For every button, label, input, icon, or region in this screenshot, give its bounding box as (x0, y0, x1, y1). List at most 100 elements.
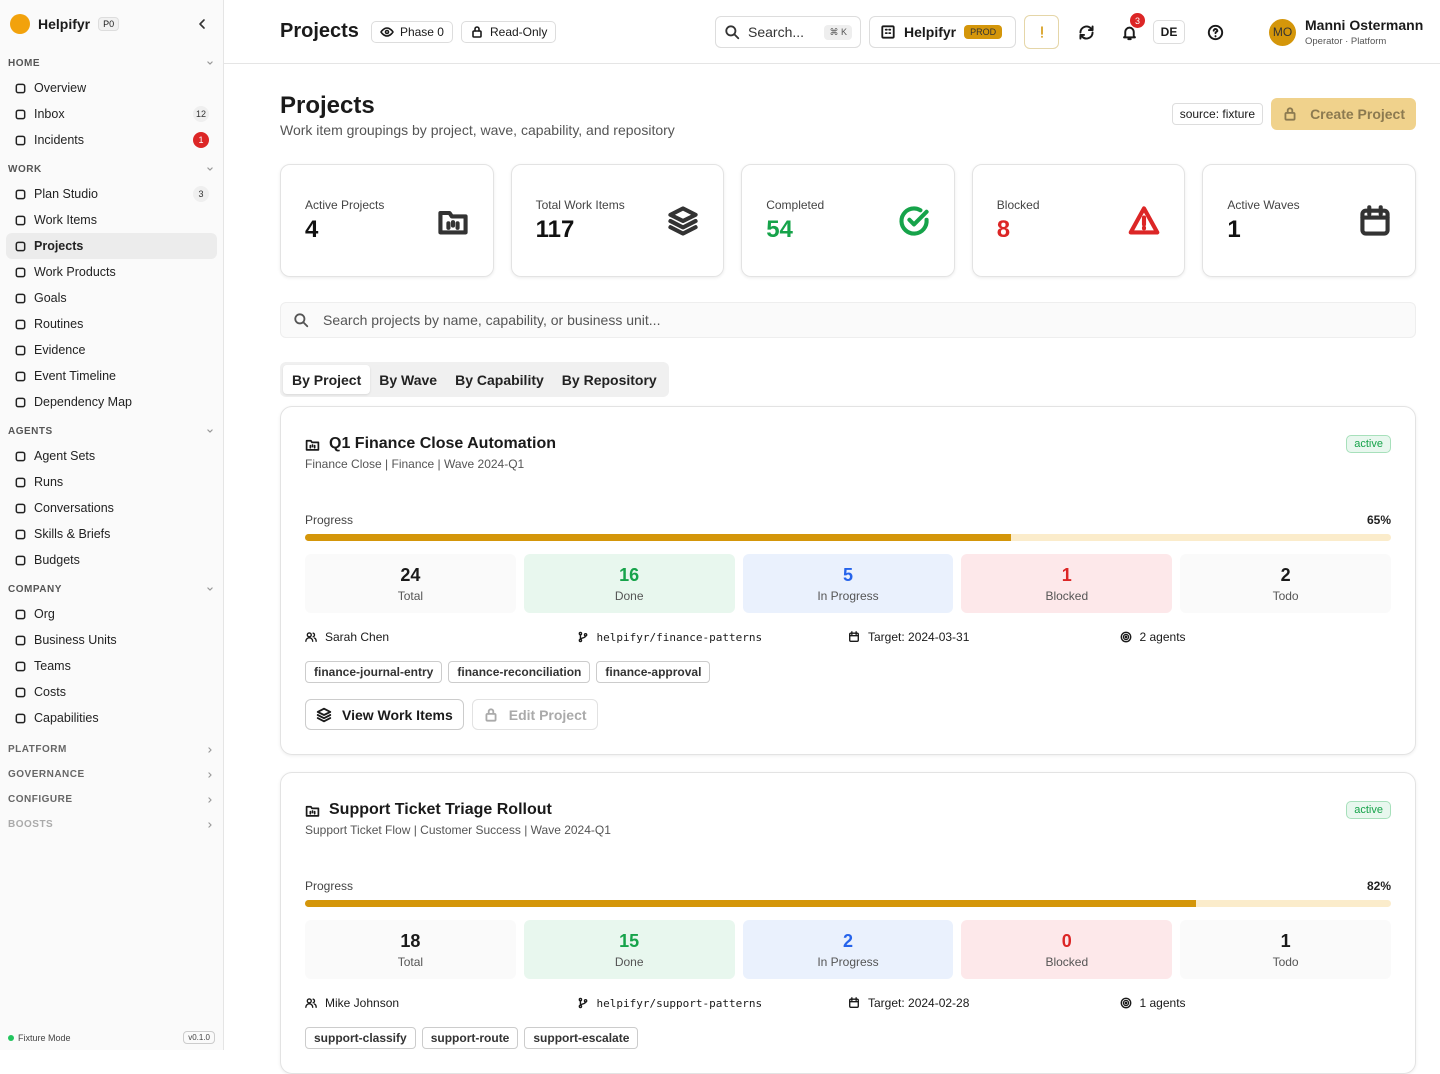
bell-icon (1122, 26, 1136, 40)
tabs: By Project By Wave By Capability By Reposit… (280, 362, 669, 397)
project-actions: View Work Items Edit Project (305, 699, 1391, 730)
collapse-button[interactable] (195, 17, 209, 31)
mode-chip: Read-Only (460, 20, 557, 43)
count-label: Total (397, 954, 424, 969)
help-button[interactable] (1199, 16, 1231, 48)
user-menu[interactable]: MO Manni Ostermann Operator · Platform (1269, 17, 1423, 47)
nav-item[interactable]: Dependency Map (6, 389, 217, 415)
nav-item[interactable]: Projects (6, 233, 217, 259)
count-box: 15 Done (523, 920, 735, 979)
count-label: Blocked (1045, 954, 1089, 969)
notification-count: 3 (1130, 13, 1145, 28)
nav-item[interactable]: Org (6, 601, 217, 627)
nav-item[interactable]: Business Units (6, 627, 217, 653)
stat-label: Total Work Items (535, 197, 625, 212)
stat-card: Active Waves 1 (1202, 164, 1416, 277)
nav-item[interactable]: Overview (6, 75, 217, 101)
tag: finance-reconciliation (448, 661, 591, 683)
progress-fill (305, 900, 1196, 907)
stat-card: Completed 54 (741, 164, 955, 277)
nav-item[interactable]: Agent Sets (6, 443, 217, 469)
create-button[interactable]: Create Project (1271, 98, 1416, 130)
nav-label: Goals (34, 291, 67, 305)
nav-icon (15, 189, 26, 199)
target-icon (849, 631, 859, 642)
tab[interactable]: By Repository (561, 371, 657, 388)
mode: Fixture Mode (18, 1032, 71, 1043)
nav-icon (15, 293, 26, 303)
agents: 1 agents (1139, 996, 1186, 1010)
nav-item[interactable]: Teams (6, 653, 217, 679)
nav-icon (15, 635, 26, 645)
count-boxes: 18 Total 15 Done 2 In Progress 0 Blocked 1 Todo (305, 920, 1391, 979)
nav-item[interactable]: Work Products (6, 259, 217, 285)
nav-item[interactable]: Incidents 1 (6, 127, 217, 153)
nav-count: 1 (193, 132, 209, 148)
tab[interactable]: By Capability (455, 371, 544, 388)
count-value: 16 (619, 564, 640, 585)
nav-item[interactable]: Routines (6, 311, 217, 337)
nav-item[interactable]: Runs (6, 469, 217, 495)
mode: Read-Only (489, 24, 548, 39)
tag-list: support-classify support-route support-esc… (305, 1027, 1391, 1049)
nav-item[interactable]: Inbox 12 (6, 101, 217, 127)
section-header[interactable]: COMPANY (0, 577, 223, 601)
repo: helpifyr/support-patterns (596, 996, 763, 1010)
count-label: Done (614, 954, 644, 969)
nav-item[interactable]: Work Items (6, 207, 217, 233)
nav-item[interactable]: Event Timeline (6, 363, 217, 389)
org-switcher[interactable]: Helpifyr PROD (869, 16, 1016, 48)
project-header: Q1 Finance Close Automation active (305, 431, 1391, 457)
nav-item[interactable]: Goals (6, 285, 217, 311)
nav-label: Routines (34, 317, 84, 331)
chevron (207, 429, 213, 433)
section-header[interactable]: CONFIGURE (0, 787, 223, 812)
section-header[interactable]: PLATFORM (0, 737, 223, 762)
brand-name: Helpifyr (38, 16, 91, 32)
global-search[interactable]: Search... ⌘ K (715, 16, 861, 48)
notifications-button[interactable]: 3 (1113, 13, 1145, 48)
section-header[interactable]: AGENTS (0, 419, 223, 443)
nav-item[interactable]: Costs (6, 679, 217, 705)
phase: Phase 0 (399, 24, 444, 39)
nav-item[interactable]: Evidence (6, 337, 217, 363)
stat-label: Active Projects (305, 197, 385, 212)
info-target: Target: 2024-02-28 (848, 996, 1120, 1010)
nav-item[interactable]: Capabilities (6, 705, 217, 731)
stat-icon (899, 205, 929, 236)
alert-button[interactable] (1024, 15, 1059, 49)
nav-item[interactable]: Budgets (6, 547, 217, 573)
count-value: 2 (1280, 564, 1291, 585)
stat-icon (1360, 204, 1390, 236)
agents-icon (1120, 997, 1131, 1009)
edit-button[interactable]: Edit Project (471, 699, 598, 730)
tab[interactable]: By Wave (379, 371, 438, 388)
logo (10, 14, 30, 34)
view-button[interactable]: View Work Items (305, 699, 464, 730)
refresh-button[interactable] (1070, 16, 1102, 48)
phase-chip: Phase 0 (370, 20, 453, 43)
info-owner: Mike Johnson (305, 996, 577, 1010)
nav-label: Costs (34, 685, 66, 699)
stat-icon (668, 205, 698, 236)
nav-item[interactable]: Plan Studio 3 (6, 181, 217, 207)
section-header[interactable]: GOVERNANCE (0, 762, 223, 787)
language-switch[interactable]: DE (1153, 20, 1185, 44)
stat-icon (437, 210, 468, 234)
view-label: View Work Items (342, 706, 453, 723)
stat-value: 54 (766, 215, 793, 243)
section-header[interactable]: WORK (0, 157, 223, 181)
count-value: 2 (842, 930, 853, 951)
count-box: 2 In Progress (742, 920, 954, 979)
section-header[interactable]: HOME (0, 51, 223, 75)
count-label: Todo (1272, 954, 1299, 969)
section-header[interactable]: BOOSTS (0, 812, 223, 837)
tab[interactable]: By Project (283, 365, 371, 394)
tag: support-escalate (524, 1027, 639, 1049)
project-search[interactable]: Search projects by name, capability, or … (280, 302, 1416, 338)
nav-label: Dependency Map (34, 395, 132, 409)
nav-item[interactable]: Conversations (6, 495, 217, 521)
nav-item[interactable]: Skills & Briefs (6, 521, 217, 547)
stat-card: Total Work Items 117 (510, 164, 725, 277)
nav-icon (15, 609, 26, 619)
